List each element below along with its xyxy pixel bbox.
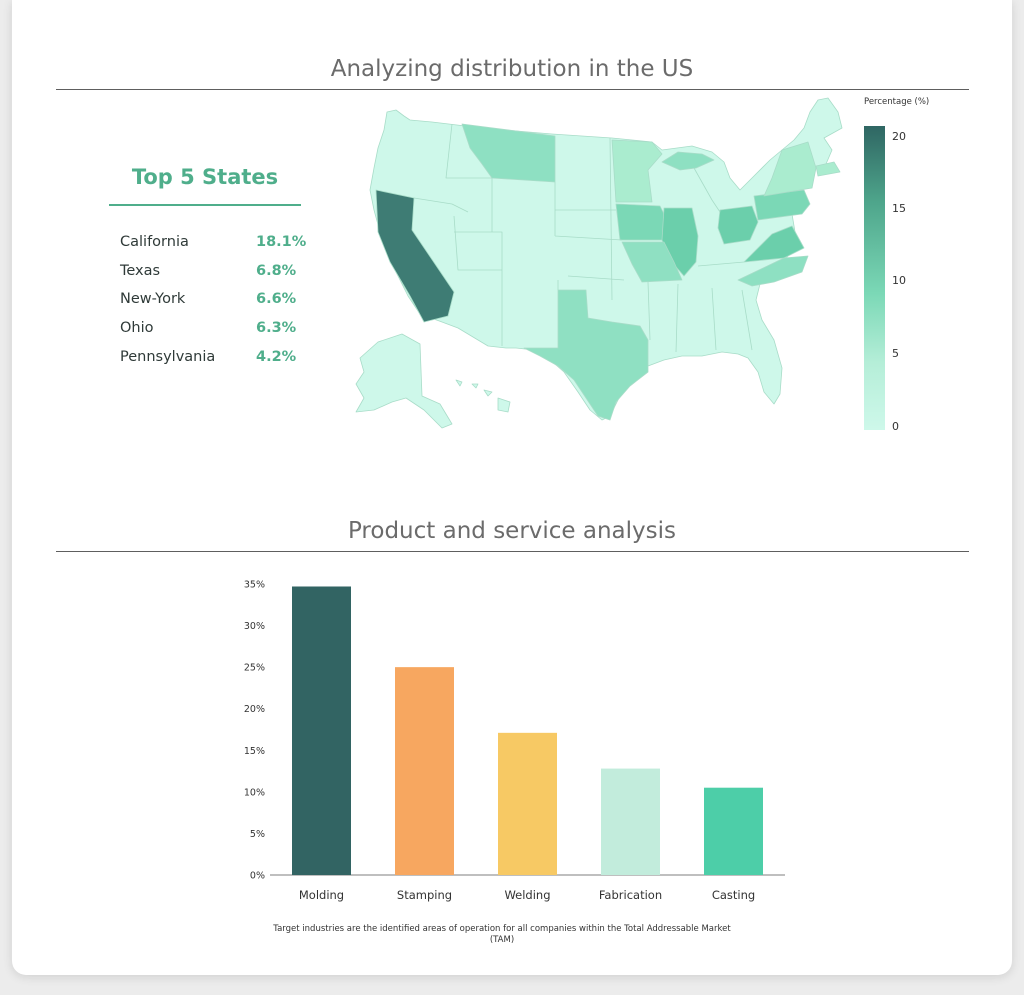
- hawaii-state: [455, 379, 511, 413]
- us-choropleth-map: [355, 97, 843, 429]
- bar-stamping: [395, 667, 454, 875]
- x-tick-label: Molding: [299, 888, 344, 902]
- top-states-divider: [109, 204, 301, 206]
- north-carolina-state: [737, 255, 809, 287]
- y-tick-label: 15%: [244, 746, 265, 757]
- list-item: New-York 6.6%: [120, 285, 300, 314]
- y-tick-label: 25%: [244, 663, 265, 674]
- iowa-state: [615, 203, 669, 241]
- y-tick-label: 0%: [250, 871, 265, 882]
- map-section-title: Analyzing distribution in the US: [330, 56, 694, 82]
- virginia-state: [743, 225, 805, 263]
- missouri-state: [621, 241, 683, 283]
- chart-footnote: Target industries are the identified are…: [273, 924, 731, 945]
- california-state: [375, 189, 455, 323]
- bar-molding: [292, 586, 351, 875]
- legend-color-scale: [864, 126, 885, 430]
- massachusetts-state: [815, 161, 841, 177]
- x-tick-label: Fabrication: [599, 888, 662, 902]
- y-tick-label: 20%: [244, 704, 265, 715]
- texas-state: [523, 289, 649, 421]
- us-mainland: [369, 97, 843, 421]
- list-item: Texas 6.8%: [120, 257, 300, 286]
- top-states-list: California 18.1% Texas 6.8% New-York 6.6% O…: [120, 228, 307, 371]
- new-york-state: [763, 141, 817, 197]
- top-states-title: Top 5 States: [131, 165, 279, 189]
- minnesota-state: [611, 139, 663, 203]
- state-value: 6.6%: [256, 291, 297, 308]
- y-tick-label: 30%: [244, 621, 265, 632]
- legend-tick: 15: [892, 202, 906, 215]
- bar-section-divider: [56, 551, 969, 552]
- y-tick-label: 10%: [244, 787, 265, 798]
- bar-fabrication: [601, 768, 660, 875]
- legend-tick: 5: [892, 347, 899, 360]
- report-card: Analyzing distribution in the US Top 5 S…: [12, 0, 1012, 975]
- state-value: 18.1%: [256, 234, 307, 251]
- bar-welding: [498, 732, 557, 875]
- list-item: California 18.1%: [120, 228, 307, 257]
- bar-section-title: Product and service analysis: [347, 518, 677, 544]
- state-value: 4.2%: [256, 348, 297, 365]
- bar-casting: [704, 787, 763, 875]
- list-item: Pennsylvania 4.2%: [120, 342, 300, 371]
- state-name: California: [120, 234, 189, 251]
- state-value: 6.8%: [256, 262, 297, 279]
- product-service-bar-chart: 0% 5% 10% 15% 20% 25% 30% 35% Molding Stamping We…: [244, 580, 785, 902]
- state-value: 6.3%: [256, 320, 297, 337]
- legend-tick: 10: [892, 274, 906, 287]
- y-tick-label: 35%: [244, 580, 265, 591]
- x-tick-label: Stamping: [397, 888, 452, 902]
- michigan-state: [661, 151, 715, 171]
- ohio-state: [717, 205, 759, 245]
- state-name: Texas: [120, 262, 161, 279]
- legend-title: Percentage (%): [864, 97, 930, 107]
- state-name: Ohio: [120, 320, 154, 337]
- list-item: Ohio 6.3%: [120, 314, 300, 343]
- x-tick-label: Casting: [712, 888, 755, 902]
- map-section-divider: [56, 89, 969, 90]
- alaska-state: [355, 333, 453, 429]
- legend-tick: 20: [892, 130, 906, 143]
- x-tick-label: Welding: [504, 888, 550, 902]
- legend-tick: 0: [892, 420, 899, 433]
- state-name: Pennsylvania: [120, 348, 216, 365]
- y-tick-label: 5%: [250, 829, 265, 840]
- state-name: New-York: [120, 291, 186, 308]
